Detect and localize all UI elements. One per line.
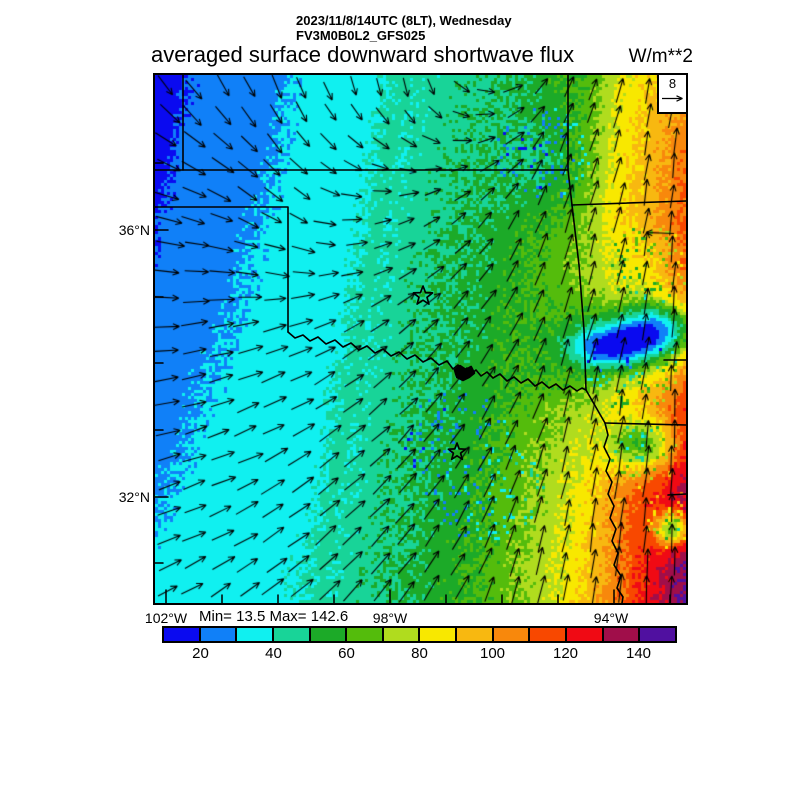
colorbar-segment	[273, 628, 311, 641]
lake-texoma-shape	[453, 364, 476, 382]
colorbar-tick-label: 140	[625, 645, 652, 662]
lat-label-36n: 36°N	[118, 222, 150, 238]
lat-label-32n: 32°N	[118, 489, 150, 505]
colorbar-segment	[603, 628, 641, 641]
state-border-line	[585, 389, 606, 424]
lon-label-98w: 98°W	[372, 610, 408, 626]
colorbar-tick-label: 100	[479, 645, 506, 662]
reference-vector-box: 8	[657, 73, 688, 114]
colorbar-segment	[640, 628, 675, 641]
lon-label-102w: 102°W	[144, 610, 188, 626]
state-border-line	[571, 200, 686, 206]
colorbar-segment	[420, 628, 458, 641]
colorbar-segment	[310, 628, 348, 641]
city-star-marker	[412, 285, 434, 305]
colorbar-segment	[347, 628, 384, 641]
colorbar-segment	[457, 628, 494, 641]
colorbar-segment	[530, 628, 568, 641]
colorbar-tick-label: 120	[552, 645, 579, 662]
colorbar-tick-label: 80	[411, 645, 428, 662]
colorbar-segment	[237, 628, 274, 641]
state-border-line	[571, 204, 587, 391]
units-label: W/m**2	[628, 46, 693, 67]
colorbar-segment	[164, 628, 201, 641]
state-border-line	[567, 75, 573, 206]
reference-vector-arrow-icon	[662, 95, 683, 102]
city-star-marker	[447, 442, 467, 461]
colorbar-tick-label: 60	[338, 645, 355, 662]
colorbar-tick-label: 40	[265, 645, 282, 662]
state-border-line	[603, 422, 624, 603]
lon-label-94w: 94°W	[593, 610, 629, 626]
variable-title: averaged surface downward shortwave flux	[151, 42, 575, 67]
run-timestamp: 2023/11/8/14UTC (8LT), Wednesday	[296, 13, 512, 28]
state-border-line	[604, 422, 686, 426]
state-border-line	[287, 331, 587, 392]
map-panel: 8	[153, 73, 688, 605]
model-name: FV3M0B0L2_GFS025	[296, 28, 426, 43]
colorbar	[162, 626, 677, 643]
colorbar-tick-label: 20	[192, 645, 209, 662]
colorbar-segment	[383, 628, 421, 641]
flux-field-canvas	[155, 75, 686, 603]
reference-vector-value: 8	[668, 76, 677, 91]
colorbar-segment	[200, 628, 238, 641]
colorbar-segment	[493, 628, 531, 641]
state-border-line	[155, 206, 289, 333]
colorbar-segment	[567, 628, 604, 641]
minmax-readout: Min= 13.5 Max= 142.6	[199, 608, 349, 625]
state-border-line	[667, 493, 686, 496]
state-borders-overlay	[155, 75, 686, 603]
